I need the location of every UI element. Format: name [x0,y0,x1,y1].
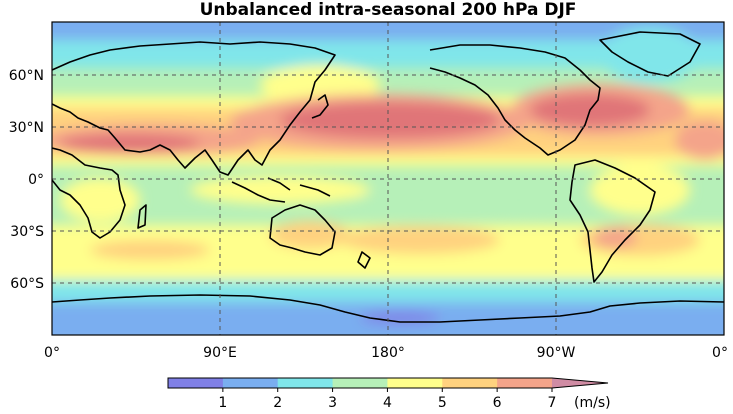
colorbar-tick-label: 1 [218,395,227,411]
colorbar-outline [167,377,609,389]
coast-south-america [569,159,656,283]
lon-tick-label: 0° [712,345,728,361]
colorbar-bin [168,378,224,388]
coast-north-america [429,44,601,156]
colorbar-bin [277,378,334,388]
coast-australia [269,204,336,256]
lon-tick-label: 90°W [537,345,576,361]
lat-tick-label: 60°N [9,68,44,84]
map-frame [51,21,725,336]
coast-new-zealand [357,251,371,269]
colorbar-tick-label: 6 [493,395,502,411]
lat-tick-label: 30°S [10,224,44,240]
coastlines [52,31,724,323]
map-title: Unbalanced intra-seasonal 200 hPa DJF [200,0,577,20]
gridlines [52,22,724,335]
colorbar-bin [497,378,553,388]
colorbar-extend-arrow [552,378,608,388]
colorbar-tick-label: 3 [328,395,337,411]
coast-madagascar [137,204,147,229]
lat-tick-label: 30°N [9,120,44,136]
colorbar-bin [332,378,388,388]
lon-tick-label: 0° [44,345,60,361]
colorbar-unit: (m/s) [574,395,611,411]
colorbar-bin [387,378,443,388]
coast-indonesia [231,177,331,203]
lon-tick-label: 180° [371,345,405,361]
coast-greenland [599,31,701,77]
colorbar-bin [442,378,498,388]
lon-tick-label: 90°E [203,345,237,361]
colorbar-tick-label: 4 [383,395,392,411]
coast-japan [311,94,329,119]
lat-tick-label: 60°S [10,276,44,292]
lat-tick-label: 0° [28,172,44,188]
colorbar-tick-label: 5 [438,395,447,411]
colorbar-bin [222,378,279,388]
coast-antarctica [52,294,724,323]
colorbar-tick-label: 7 [548,395,557,411]
coast-europe-asia [52,41,336,176]
wind-speed-field [52,22,724,335]
colorbar-tick-label: 2 [273,395,282,411]
colorbar: 1 2 3 4 5 6 7 (m/s) [167,377,611,411]
coast-africa [52,147,126,239]
